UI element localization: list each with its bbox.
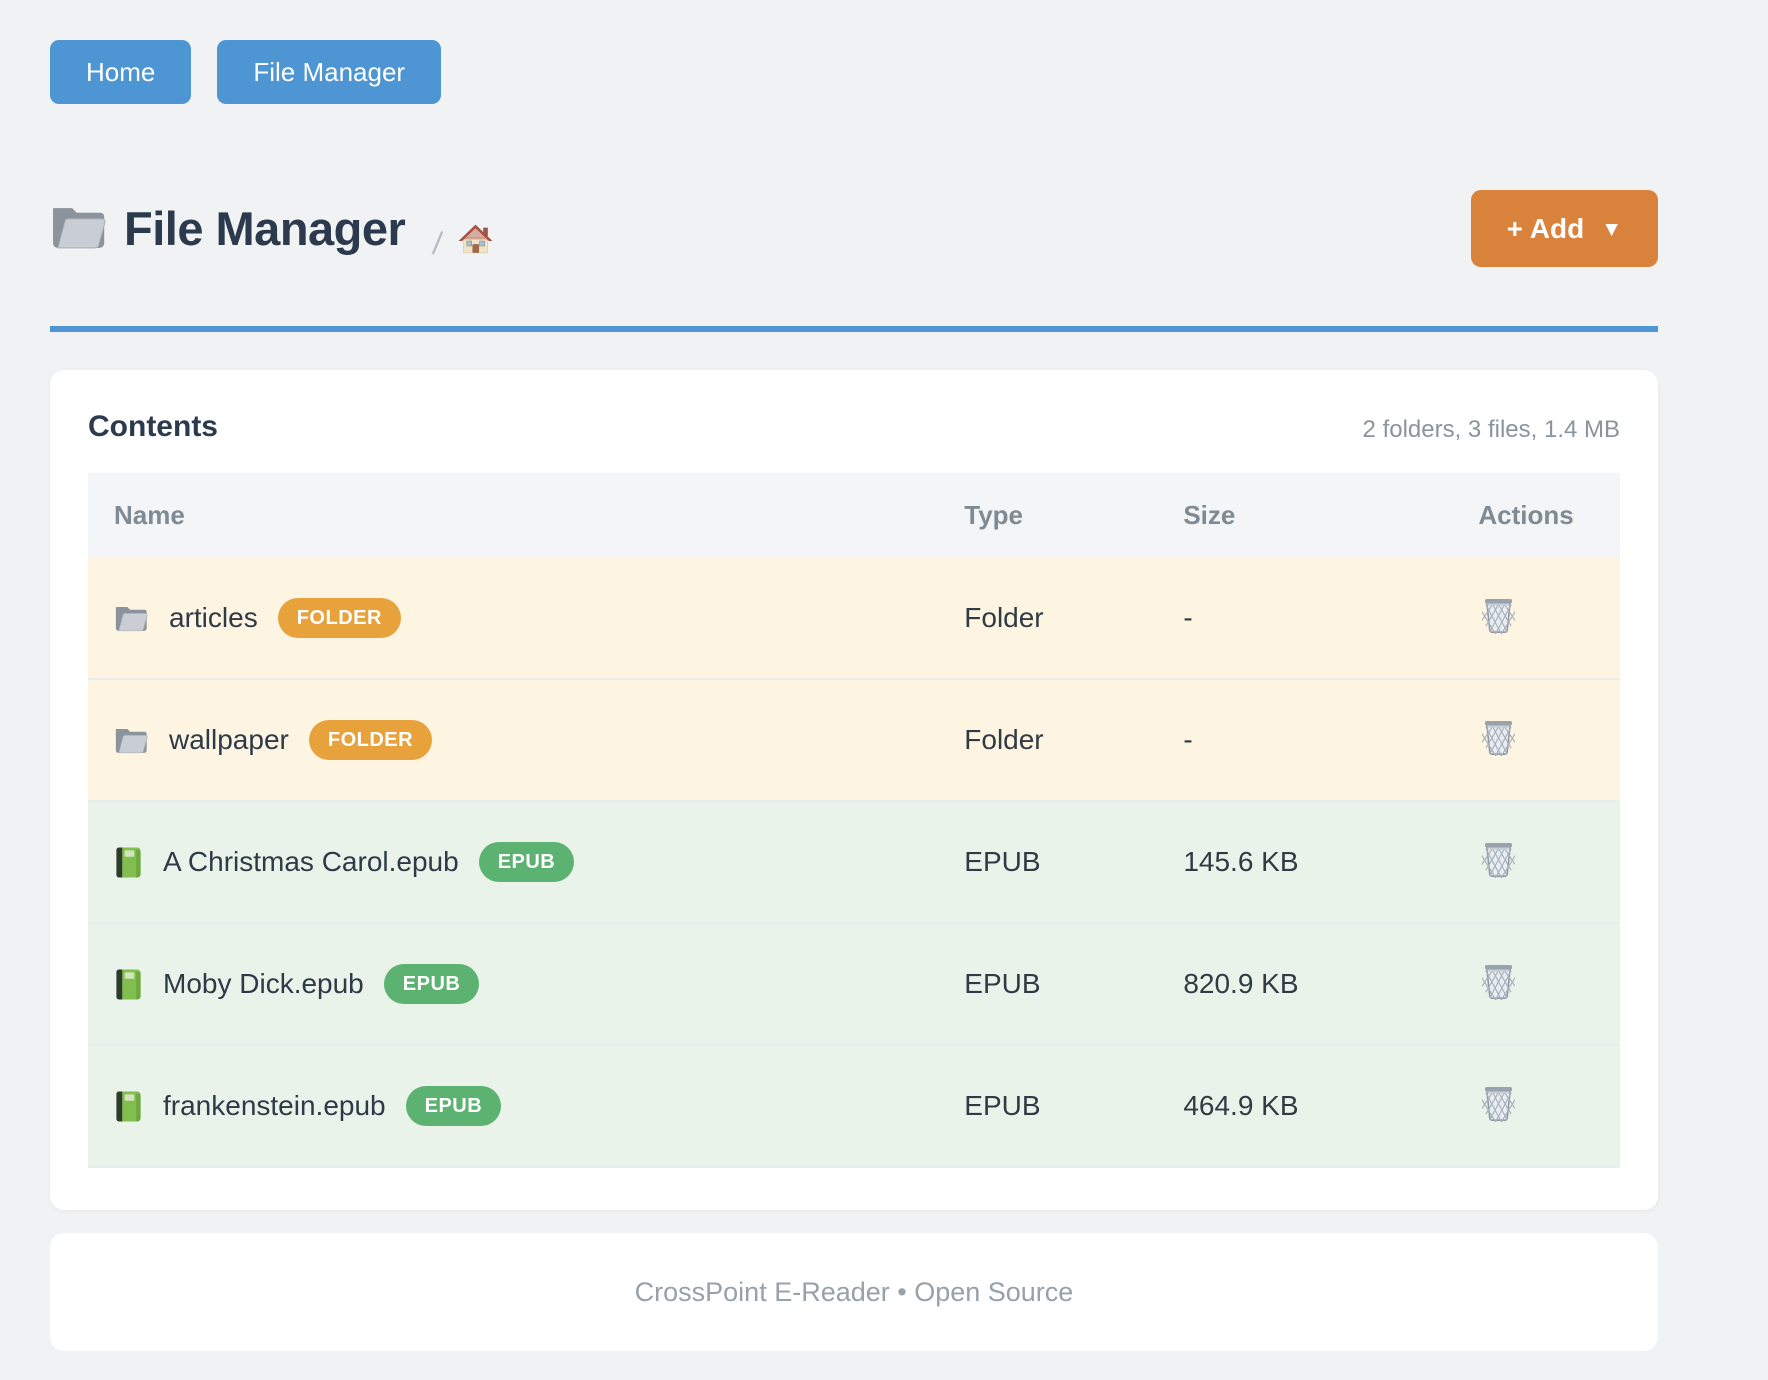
file-type: EPUB <box>964 1090 1041 1121</box>
chevron-down-icon: ▼ <box>1601 218 1622 241</box>
file-manager-page: Home File Manager File Manager / + Add ▼ <box>50 0 1658 1351</box>
breadcrumb-separator: / <box>430 225 445 261</box>
delete-button[interactable] <box>1482 839 1515 878</box>
add-button-label: + Add <box>1506 212 1585 244</box>
contents-title: Contents <box>88 410 218 443</box>
trash-icon <box>1485 720 1513 755</box>
column-header-actions: Actions <box>1448 473 1620 558</box>
file-type: EPUB <box>964 968 1041 999</box>
file-name-link[interactable]: articles <box>169 602 258 633</box>
table-row: A Christmas Carol.epub EPUB EPUB 145.6 K… <box>88 801 1620 923</box>
file-size: 145.6 KB <box>1183 846 1299 877</box>
delete-button[interactable] <box>1482 961 1515 1000</box>
contents-card-header: Contents 2 folders, 3 files, 1.4 MB <box>88 410 1620 444</box>
table-row: wallpaper FOLDER Folder - <box>88 679 1620 801</box>
table-header-row: Name Type Size Actions <box>88 473 1620 558</box>
file-name-link[interactable]: A Christmas Carol.epub <box>163 846 459 877</box>
book-icon <box>114 846 143 879</box>
folder-icon <box>114 725 149 755</box>
table-row: Moby Dick.epub EPUB EPUB 820.9 KB <box>88 923 1620 1045</box>
column-header-name: Name <box>88 473 939 558</box>
delete-button[interactable] <box>1482 717 1515 756</box>
file-table: Name Type Size Actions articles FOLDER F… <box>88 473 1620 1168</box>
file-size: 820.9 KB <box>1183 968 1299 999</box>
top-nav: Home File Manager <box>50 40 1658 104</box>
folder-badge: FOLDER <box>277 598 401 638</box>
page-header: File Manager / + Add ▼ <box>50 190 1658 267</box>
file-type: Folder <box>964 724 1044 755</box>
file-name-link[interactable]: Moby Dick.epub <box>163 968 364 999</box>
trash-icon <box>1485 598 1513 633</box>
header-divider <box>50 326 1658 332</box>
nav-file-manager-button[interactable]: File Manager <box>217 40 442 104</box>
nav-home-button[interactable]: Home <box>50 40 192 104</box>
file-type: Folder <box>964 602 1044 633</box>
book-icon <box>114 968 143 1001</box>
contents-card: Contents 2 folders, 3 files, 1.4 MB Name… <box>50 370 1658 1210</box>
folder-icon <box>114 603 149 633</box>
file-size: - <box>1183 724 1193 755</box>
table-row: frankenstein.epub EPUB EPUB 464.9 KB <box>88 1045 1620 1167</box>
footer: CrossPoint E-Reader • Open Source <box>50 1233 1658 1351</box>
trash-icon <box>1485 1086 1513 1121</box>
house-icon[interactable] <box>457 222 494 262</box>
trash-icon <box>1485 964 1513 999</box>
table-row: articles FOLDER Folder - <box>88 558 1620 679</box>
page-title: File Manager <box>124 202 406 255</box>
file-name-link[interactable]: wallpaper <box>169 724 289 755</box>
delete-button[interactable] <box>1482 595 1515 634</box>
trash-icon <box>1485 842 1513 877</box>
breadcrumb: / <box>430 222 494 262</box>
book-icon <box>114 1090 143 1123</box>
epub-badge: EPUB <box>383 964 480 1004</box>
column-header-type: Type <box>938 473 1158 558</box>
folder-icon <box>50 201 108 257</box>
file-name-link[interactable]: frankenstein.epub <box>163 1090 386 1121</box>
folder-badge: FOLDER <box>308 720 433 760</box>
file-type: EPUB <box>964 846 1041 877</box>
delete-button[interactable] <box>1482 1083 1515 1122</box>
column-header-size: Size <box>1157 473 1449 558</box>
file-table-body: articles FOLDER Folder - wallpa <box>88 558 1620 1167</box>
epub-badge: EPUB <box>478 842 575 882</box>
file-size: 464.9 KB <box>1183 1090 1299 1121</box>
file-size: - <box>1183 602 1193 633</box>
title-group: File Manager / <box>50 196 1471 262</box>
footer-text: CrossPoint E-Reader • Open Source <box>634 1276 1074 1307</box>
add-button[interactable]: + Add ▼ <box>1470 190 1658 267</box>
contents-summary: 2 folders, 3 files, 1.4 MB <box>1362 416 1620 443</box>
epub-badge: EPUB <box>405 1086 502 1126</box>
